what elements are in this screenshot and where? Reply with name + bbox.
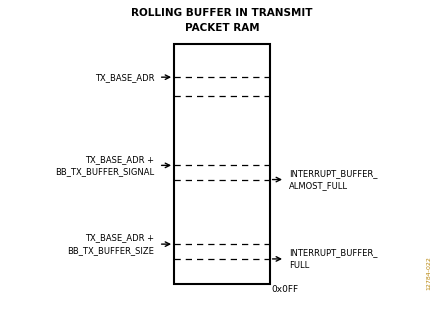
Text: 12784-022: 12784-022 <box>425 256 430 290</box>
Bar <box>174 44 269 284</box>
Text: TX_BASE_ADR +
BB_TX_BUFFER_SIGNAL: TX_BASE_ADR + BB_TX_BUFFER_SIGNAL <box>55 155 154 176</box>
Text: PACKET RAM: PACKET RAM <box>184 23 259 33</box>
Text: INTERRUPT_BUFFER_
FULL: INTERRUPT_BUFFER_ FULL <box>289 248 377 270</box>
Text: TX_BASE_ADR +
BB_TX_BUFFER_SIZE: TX_BASE_ADR + BB_TX_BUFFER_SIZE <box>67 233 154 255</box>
Text: 0x0FF: 0x0FF <box>271 285 298 294</box>
Text: INTERRUPT_BUFFER_
ALMOST_FULL: INTERRUPT_BUFFER_ ALMOST_FULL <box>289 169 377 190</box>
Text: TX_BASE_ADR: TX_BASE_ADR <box>95 73 154 82</box>
Text: ROLLING BUFFER IN TRANSMIT: ROLLING BUFFER IN TRANSMIT <box>131 8 312 18</box>
